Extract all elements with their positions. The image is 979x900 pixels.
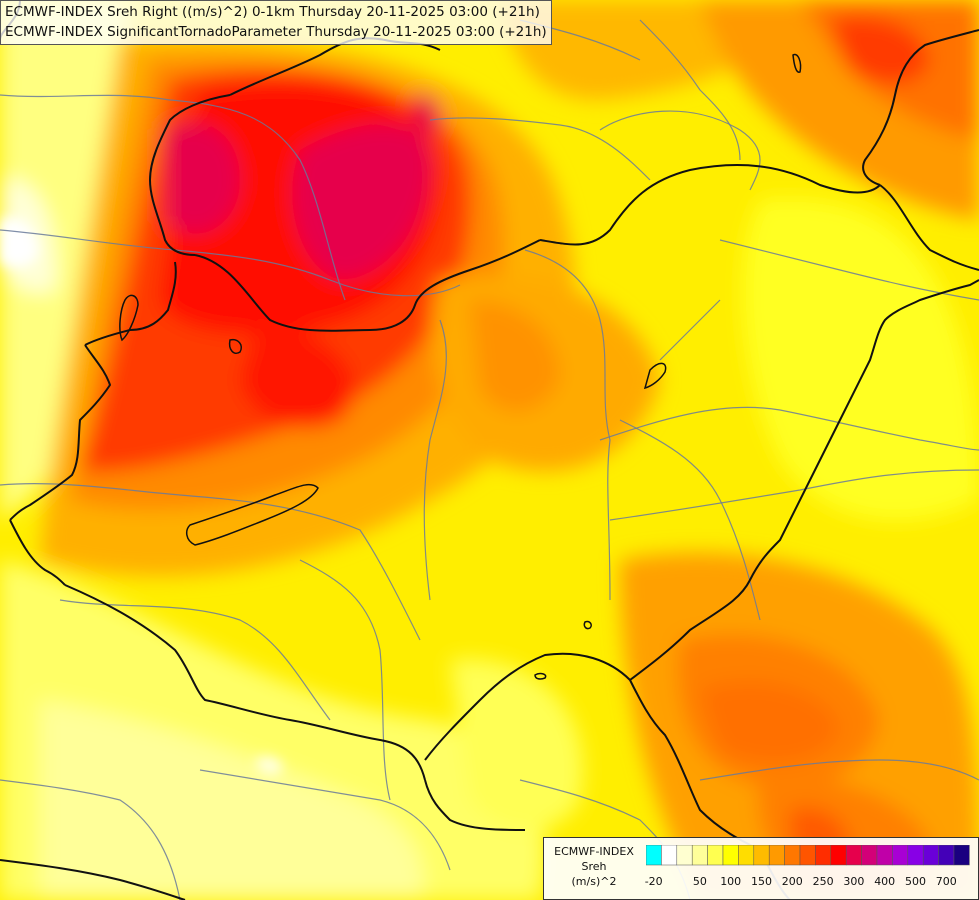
legend-tick-label: 250 [812, 875, 834, 888]
legend-swatch [691, 845, 708, 866]
legend-swatch [876, 845, 893, 866]
legend-tick-label: 400 [874, 875, 896, 888]
legend-tick-label: 500 [905, 875, 926, 888]
legend-swatch [845, 845, 862, 866]
legend-color-bar [646, 845, 970, 866]
legend-swatch [799, 845, 816, 866]
region-boundaries [0, 19, 979, 900]
legend-tick-label: 50 [692, 875, 707, 888]
legend-tick-label: 100 [720, 875, 742, 888]
legend-swatch [738, 845, 755, 866]
legend-swatch [676, 845, 693, 866]
legend: ECMWF-INDEX Sreh (m/s)^2 -20 50 100 150 200 2… [543, 837, 979, 900]
legend-swatch [907, 845, 924, 866]
legend-swatch [768, 845, 785, 866]
legend-tick-label: 300 [843, 875, 865, 888]
legend-swatch [953, 845, 970, 866]
legend-swatch [707, 845, 724, 866]
legend-swatch [938, 845, 955, 866]
legend-tick-labels: -20 50 100 150 200 250 300 400 500 700 [644, 875, 976, 891]
legend-name-line2: Sreh [581, 860, 607, 873]
legend-unit: (m/s)^2 [571, 875, 617, 888]
legend-swatch [661, 845, 678, 866]
lakes [119, 53, 802, 680]
title-line-stp: ECMWF-INDEX SignificantTornadoParameter … [5, 24, 547, 40]
title-line-sreh: ECMWF-INDEX Sreh Right ((m/s)^2) 0-1km T… [5, 4, 540, 20]
map-title-box: ECMWF-INDEX Sreh Right ((m/s)^2) 0-1km T… [0, 0, 552, 45]
legend-swatch [784, 845, 801, 866]
legend-tick-label: 150 [751, 875, 772, 888]
legend-swatch [722, 845, 739, 866]
legend-name-line1: ECMWF-INDEX [554, 845, 634, 858]
legend-swatch [861, 845, 878, 866]
legend-swatch [922, 845, 939, 866]
legend-tick-label: 200 [781, 875, 803, 888]
legend-tick-label: -20 [644, 875, 663, 888]
legend-swatch [830, 845, 847, 866]
legend-swatch [892, 845, 909, 866]
legend-swatch [646, 845, 662, 866]
legend-name: ECMWF-INDEX Sreh (m/s)^2 [544, 844, 644, 889]
legend-swatch [753, 845, 770, 866]
legend-tick-label: 700 [935, 875, 957, 888]
legend-swatch [815, 845, 832, 866]
